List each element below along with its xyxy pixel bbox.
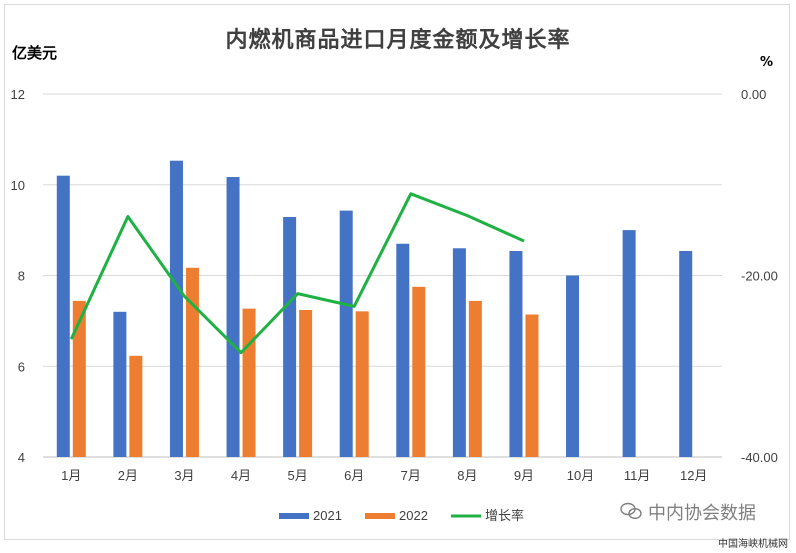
x-tick-label: 6月	[344, 468, 364, 483]
y-left-tick-label: 8	[18, 269, 25, 284]
legend-swatch-2021	[279, 513, 309, 519]
bar-2021	[226, 177, 240, 457]
legend-label: 2022	[399, 508, 428, 523]
bar-2021	[452, 248, 466, 457]
line-point	[70, 338, 72, 340]
source-note: 中国海峡机械网	[718, 539, 788, 550]
legend-label: 增长率	[485, 508, 524, 523]
y-right-tick-label: 0.00	[741, 87, 766, 102]
bar-2021	[56, 175, 70, 458]
y-left-tick-label: 12	[11, 87, 25, 102]
bar-2022	[299, 309, 313, 457]
y-right-tick-label: -20.00	[741, 269, 778, 284]
bar-2021	[396, 243, 410, 457]
x-tick-label: 12月	[680, 468, 707, 483]
line-point	[240, 352, 242, 354]
wechat-icon	[620, 502, 642, 520]
line-point	[297, 293, 299, 295]
bar-2022	[525, 314, 539, 457]
x-tick-label: 8月	[457, 468, 477, 483]
x-tick-label: 1月	[61, 468, 81, 483]
bar-2021	[509, 250, 523, 457]
bar-2022	[185, 267, 199, 457]
bar-2022	[129, 355, 143, 457]
line-point	[523, 240, 525, 242]
bar-2021	[283, 216, 297, 457]
bar-2021	[339, 210, 353, 457]
bar-2022	[468, 300, 482, 457]
bar-2022	[242, 308, 256, 457]
x-tick-label: 10月	[567, 468, 594, 483]
x-tick-label: 4月	[231, 468, 251, 483]
y-right-tick-label: -40.00	[741, 450, 778, 465]
line-point	[183, 295, 185, 297]
x-tick-label: 7月	[401, 468, 421, 483]
chart-title: 内燃机商品进口月度金额及增长率	[225, 28, 571, 53]
x-tick-label: 11月	[624, 468, 651, 483]
bar-2021	[679, 250, 693, 457]
x-tick-label: 9月	[514, 468, 534, 483]
line-point	[466, 215, 468, 217]
line-point	[127, 216, 129, 218]
legend-label: 2021	[313, 508, 342, 523]
bar-2021	[566, 275, 580, 457]
y-left-tick-label: 10	[11, 178, 25, 193]
x-tick-label: 3月	[174, 468, 194, 483]
y-right-unit-label: %	[760, 55, 774, 70]
chart-frame	[4, 4, 790, 540]
line-point	[353, 305, 355, 307]
watermark-text: 中内协会数据	[648, 503, 756, 524]
y-left-unit-label: 亿美元	[12, 44, 58, 62]
bar-2022	[72, 300, 86, 457]
line-point	[410, 193, 412, 195]
legend-swatch-2022	[365, 513, 395, 519]
bar-2022	[412, 286, 426, 457]
bar-2021	[622, 230, 636, 457]
x-tick-label: 5月	[288, 468, 308, 483]
bar-2022	[355, 311, 369, 457]
y-left-tick-label: 6	[18, 359, 25, 374]
bar-2021	[169, 160, 183, 458]
x-tick-label: 2月	[118, 468, 138, 483]
y-left-tick-label: 4	[18, 450, 25, 465]
bar-2021	[113, 311, 127, 457]
